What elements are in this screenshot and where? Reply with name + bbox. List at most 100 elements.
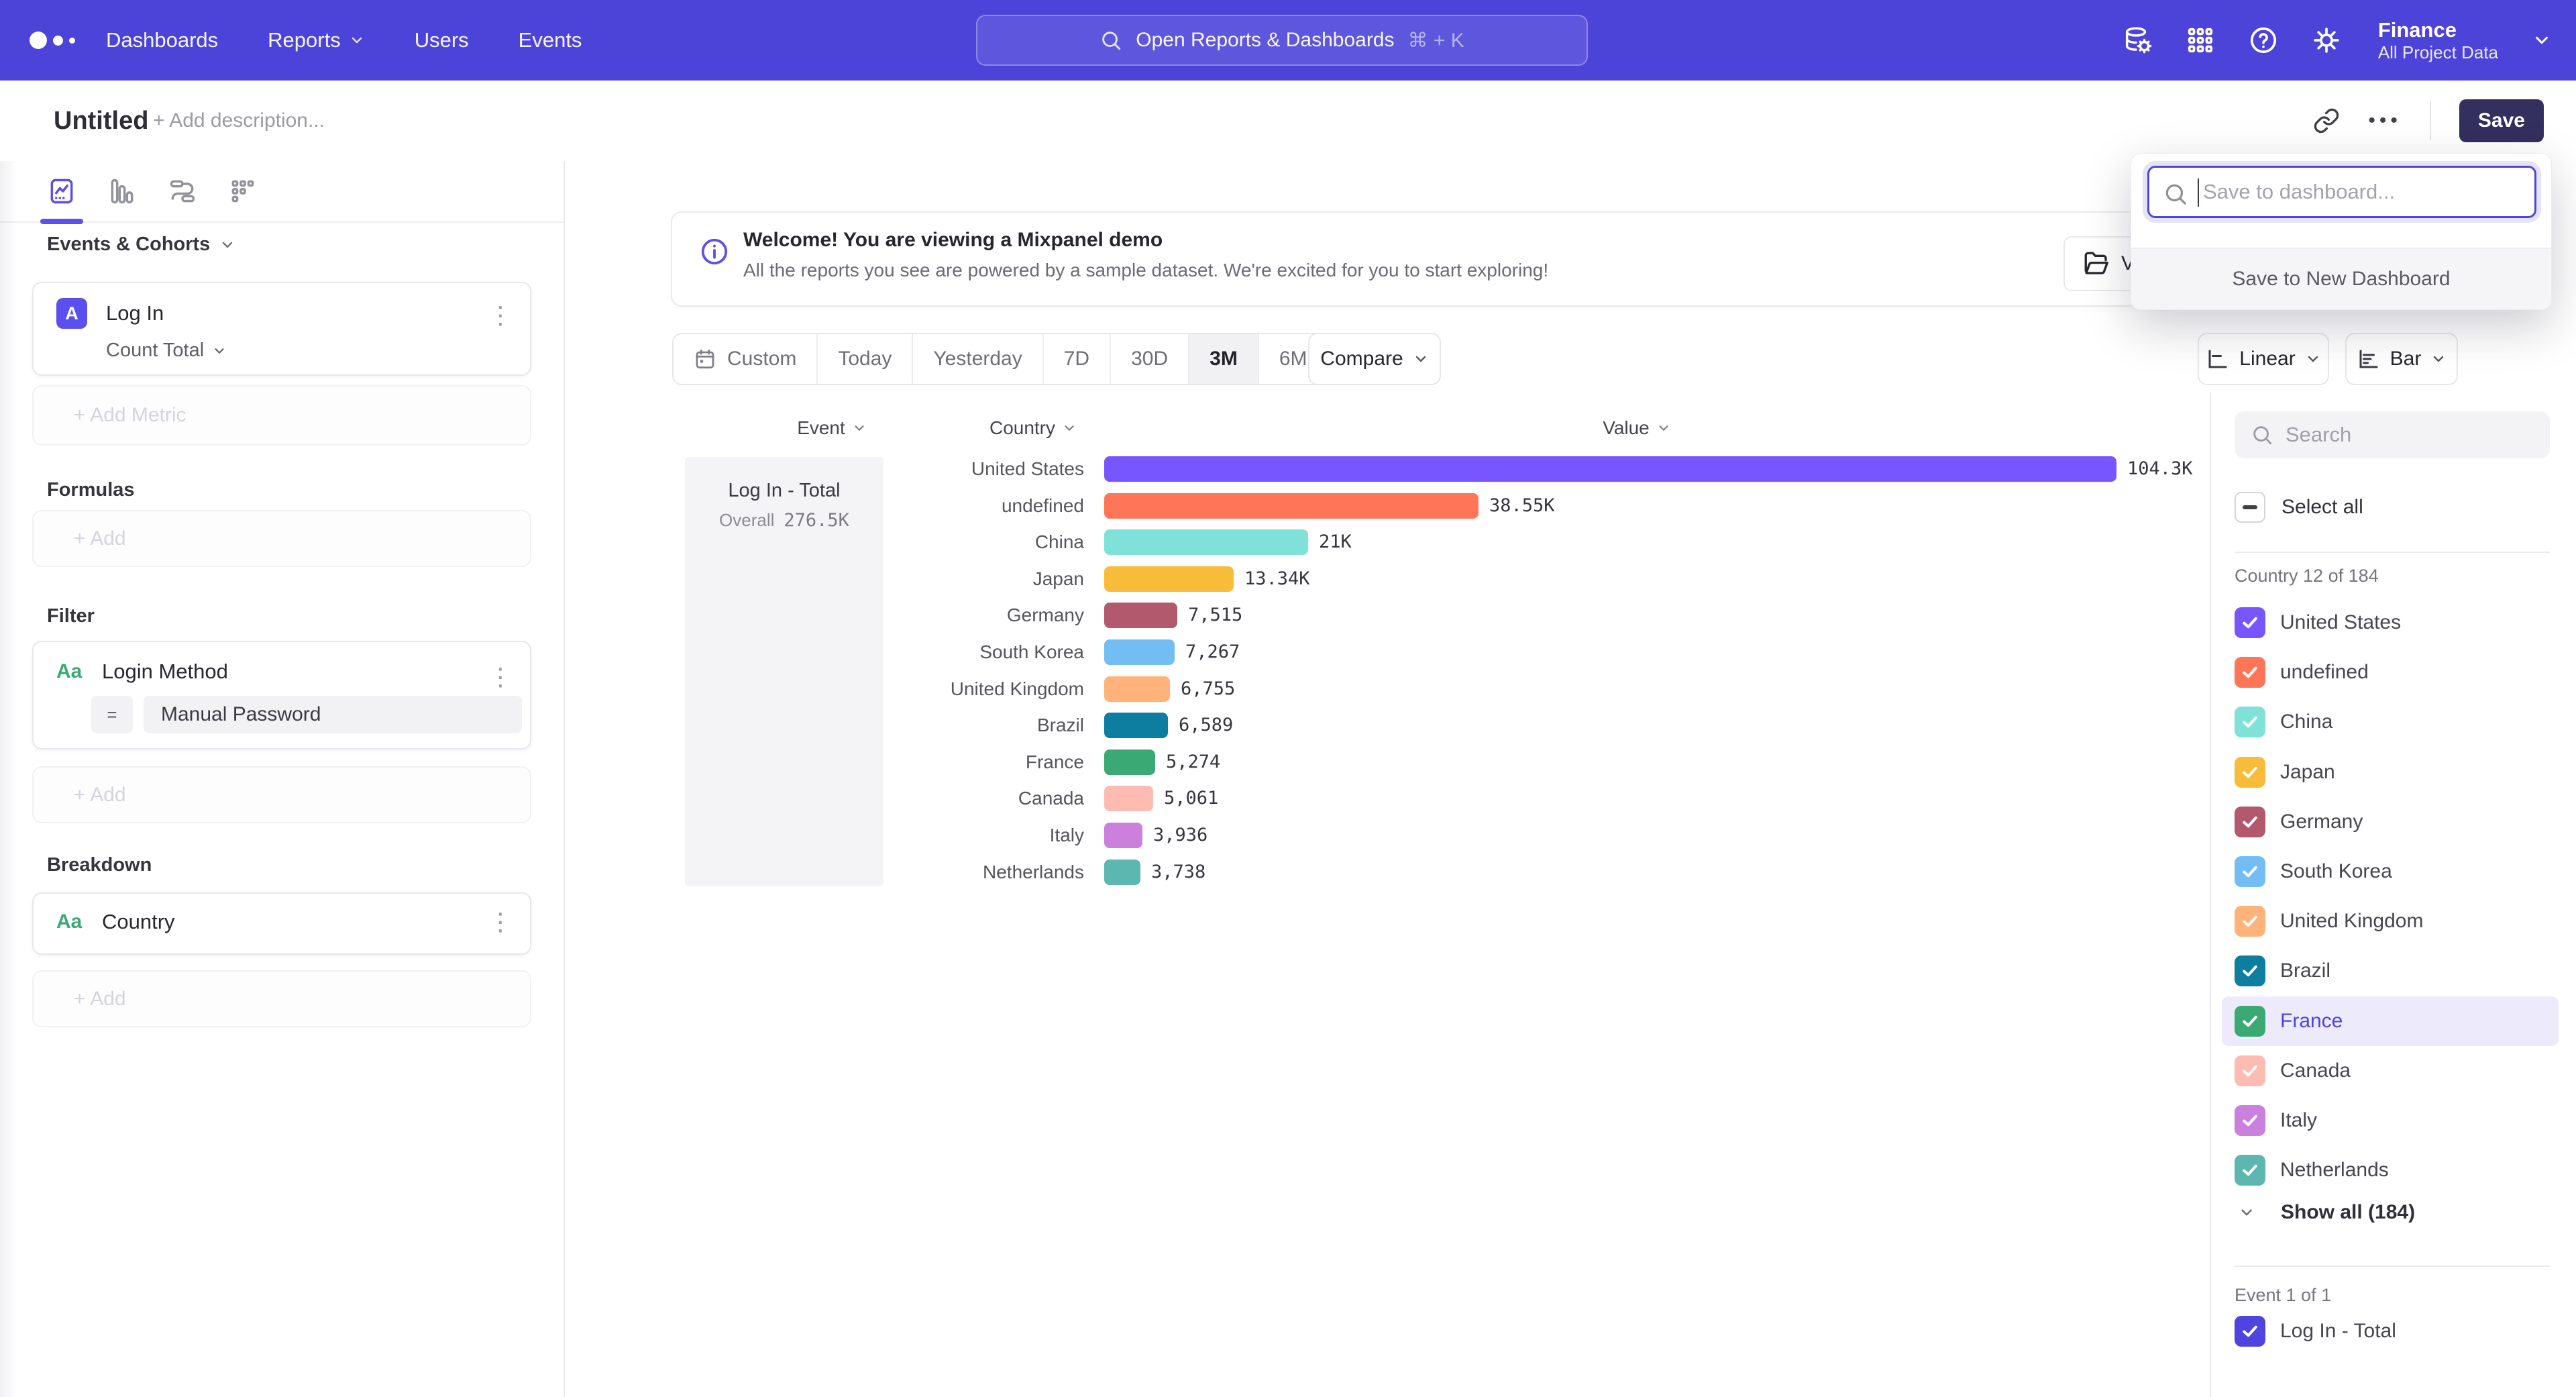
events-section-title[interactable]: Events & Cohorts bbox=[47, 234, 235, 256]
select-all-row[interactable]: Select all bbox=[2235, 492, 2363, 523]
filter-operator[interactable]: = bbox=[91, 696, 133, 733]
range-yesterday[interactable]: Yesterday bbox=[913, 334, 1043, 384]
nav-item-reports[interactable]: Reports bbox=[268, 28, 365, 52]
bar-value-label: 6,755 bbox=[1181, 678, 1235, 700]
legend-checkbox[interactable] bbox=[2235, 707, 2265, 737]
legend-row[interactable]: Italy bbox=[2222, 1096, 2559, 1145]
legend-row[interactable]: United States bbox=[2222, 598, 2559, 648]
legend-row[interactable]: China bbox=[2222, 697, 2559, 747]
metric-event-name[interactable]: Log In bbox=[106, 301, 164, 325]
metric-card[interactable]: A Log In ⋮ Count Total bbox=[32, 282, 531, 376]
legend-search-input[interactable] bbox=[2286, 411, 2540, 458]
tab-retention[interactable] bbox=[228, 176, 258, 206]
legend-checkbox[interactable] bbox=[2235, 906, 2265, 937]
legend-checkbox[interactable] bbox=[2235, 807, 2265, 837]
filter-value[interactable]: Manual Password bbox=[144, 696, 522, 733]
bar[interactable] bbox=[1104, 456, 2116, 482]
tab-insights[interactable] bbox=[47, 176, 76, 206]
apps-grid-icon[interactable] bbox=[2185, 25, 2216, 56]
show-all-button[interactable]: Show all (184) bbox=[2238, 1201, 2415, 1224]
scale-selector-button[interactable]: Linear bbox=[2198, 333, 2329, 385]
add-breakdown-button[interactable]: + Add bbox=[32, 970, 531, 1027]
project-name: Finance bbox=[2378, 17, 2498, 42]
save-to-dashboard-input[interactable] bbox=[2203, 168, 2525, 216]
bar[interactable] bbox=[1104, 676, 1170, 702]
select-all-checkbox[interactable] bbox=[2235, 492, 2265, 523]
add-description[interactable]: + Add description... bbox=[153, 81, 325, 161]
add-metric-button[interactable]: + Add Metric bbox=[32, 385, 531, 446]
mixpanel-logo-icon[interactable] bbox=[30, 0, 75, 81]
legend-row[interactable]: Germany bbox=[2222, 797, 2559, 847]
legend-checkbox[interactable] bbox=[2235, 856, 2265, 887]
overall-value: 276.5K bbox=[784, 510, 849, 531]
settings-gear-icon[interactable] bbox=[2311, 25, 2342, 56]
legend-checkbox[interactable] bbox=[2235, 757, 2265, 788]
report-title[interactable]: Untitled bbox=[54, 81, 148, 161]
legend-row[interactable]: undefined bbox=[2222, 648, 2559, 697]
global-search-button[interactable]: Open Reports & Dashboards ⌘ + K bbox=[976, 15, 1588, 66]
bar[interactable] bbox=[1104, 823, 1142, 848]
legend-row[interactable]: France bbox=[2222, 996, 2559, 1046]
legend-row[interactable]: Canada bbox=[2222, 1046, 2559, 1096]
legend-search[interactable] bbox=[2235, 411, 2550, 458]
aggregation-dropdown[interactable]: Count Total bbox=[106, 340, 227, 362]
data-management-icon[interactable] bbox=[2122, 25, 2153, 56]
filter-card[interactable]: Aa Login Method ⋮ = Manual Password bbox=[32, 641, 531, 749]
column-header-value[interactable]: Value bbox=[1563, 417, 1711, 439]
legend-row[interactable]: Netherlands bbox=[2222, 1145, 2559, 1195]
banner-subtitle: All the reports you see are powered by a… bbox=[743, 260, 1548, 281]
add-formula-button[interactable]: + Add bbox=[32, 510, 531, 567]
chart-type-button[interactable]: Bar bbox=[2345, 333, 2458, 385]
legend-checkbox[interactable] bbox=[2235, 657, 2265, 688]
legend-checkbox[interactable] bbox=[2235, 1055, 2265, 1086]
bar[interactable] bbox=[1104, 713, 1168, 738]
nav-item-users[interactable]: Users bbox=[415, 28, 469, 52]
bar[interactable] bbox=[1104, 566, 1234, 592]
breakdown-property-name[interactable]: Country bbox=[102, 910, 175, 934]
legend-checkbox[interactable] bbox=[2235, 955, 2265, 986]
column-header-country[interactable]: Country bbox=[959, 417, 1107, 439]
kebab-menu-icon[interactable]: ⋮ bbox=[488, 910, 513, 934]
bar[interactable] bbox=[1104, 860, 1140, 885]
save-to-dashboard-field[interactable] bbox=[2147, 166, 2536, 218]
bar[interactable] bbox=[1104, 786, 1153, 811]
event-legend-row[interactable]: Log In - Total bbox=[2235, 1316, 2396, 1347]
legend-row[interactable]: United Kingdom bbox=[2222, 896, 2559, 946]
bar[interactable] bbox=[1104, 603, 1177, 628]
copy-link-icon[interactable] bbox=[2313, 107, 2340, 134]
event-checkbox[interactable] bbox=[2235, 1316, 2265, 1347]
filter-property-name[interactable]: Login Method bbox=[102, 660, 228, 684]
tab-funnels[interactable] bbox=[107, 176, 137, 206]
range-3m[interactable]: 3M bbox=[1189, 334, 1259, 384]
breakdown-card[interactable]: Aa Country ⋮ bbox=[32, 892, 531, 955]
legend-checkbox[interactable] bbox=[2235, 607, 2265, 638]
legend-checkbox[interactable] bbox=[2235, 1155, 2265, 1186]
bar[interactable] bbox=[1104, 493, 1479, 519]
legend-checkbox[interactable] bbox=[2235, 1006, 2265, 1037]
range-30d[interactable]: 30D bbox=[1111, 334, 1189, 384]
bar[interactable] bbox=[1104, 749, 1155, 775]
legend-row[interactable]: South Korea bbox=[2222, 847, 2559, 896]
column-header-event[interactable]: Event bbox=[768, 417, 896, 439]
kebab-menu-icon[interactable]: ⋮ bbox=[488, 303, 513, 327]
compare-button[interactable]: Compare bbox=[1308, 333, 1441, 385]
save-to-new-dashboard-button[interactable]: Save to New Dashboard bbox=[2131, 248, 2551, 309]
nav-item-events[interactable]: Events bbox=[519, 28, 582, 52]
range-custom[interactable]: Custom bbox=[674, 334, 818, 384]
chevron-down-icon[interactable] bbox=[2532, 30, 2552, 50]
kebab-menu-icon[interactable]: ⋮ bbox=[488, 665, 513, 689]
bar[interactable] bbox=[1104, 529, 1308, 555]
range-7d[interactable]: 7D bbox=[1044, 334, 1111, 384]
help-icon[interactable] bbox=[2248, 25, 2279, 56]
range-today[interactable]: Today bbox=[818, 334, 913, 384]
more-actions-button[interactable]: ••• bbox=[2368, 109, 2402, 132]
legend-row[interactable]: Brazil bbox=[2222, 946, 2559, 996]
add-filter-button[interactable]: + Add bbox=[32, 766, 531, 823]
tab-flows[interactable] bbox=[168, 176, 197, 206]
nav-item-dashboards[interactable]: Dashboards bbox=[106, 28, 218, 52]
legend-checkbox[interactable] bbox=[2235, 1105, 2265, 1136]
save-button[interactable]: Save bbox=[2459, 99, 2544, 142]
legend-row[interactable]: Japan bbox=[2222, 747, 2559, 797]
project-switcher[interactable]: Finance All Project Data bbox=[2378, 17, 2498, 63]
bar[interactable] bbox=[1104, 639, 1175, 665]
